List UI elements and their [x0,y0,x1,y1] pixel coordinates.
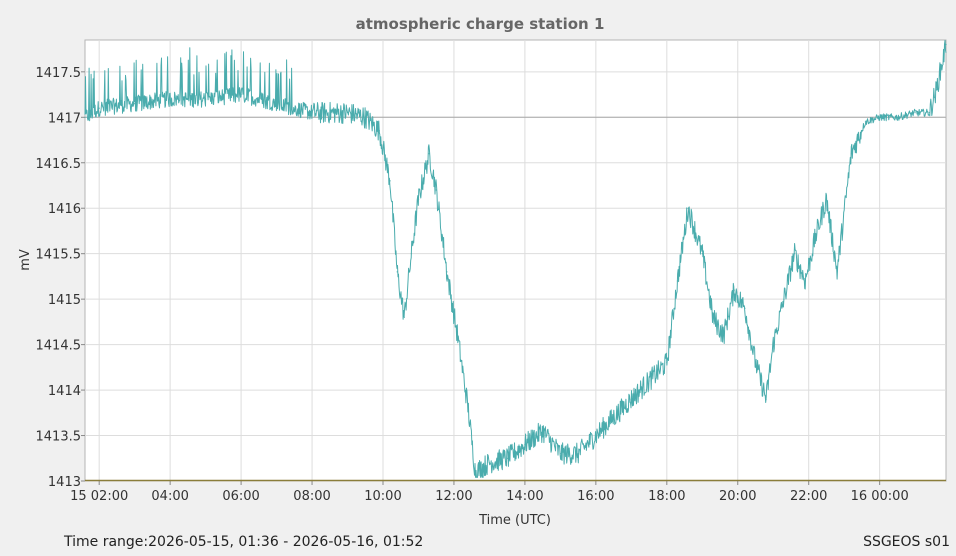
series-point [928,112,930,114]
series-point [169,98,171,100]
y-axis-ticks: 1413 1413.5 1414 1414.5 1415 1415.5 1416 1416.5… [36,66,85,490]
series-point [630,398,632,400]
series-point [945,43,947,46]
series-point [754,362,757,364]
x-tick-label: 10:00 [364,489,401,504]
series-point [474,471,476,473]
series-point [378,130,380,132]
y-tick-label: 1417.5 [36,66,82,81]
series-point [435,189,437,191]
y-tick-label: 1417 [48,111,81,126]
series-point [864,121,867,123]
x-tick-label: 16:00 [577,489,614,504]
y-tick-label: 1415 [48,293,81,308]
series-point [364,116,366,118]
x-tick-label: 12:00 [435,489,472,504]
x-axis-label: Time (UTC) [478,513,551,528]
y-tick-label: 1413.5 [36,430,82,445]
series-point [836,271,838,273]
x-tick-label: 08:00 [293,489,330,504]
series-point [311,112,313,114]
series-point [733,289,735,291]
series-point [410,253,412,255]
series-point [687,207,689,209]
series-point [134,103,136,105]
series-point [896,116,899,118]
chart-title: atmospheric charge station 1 [356,15,605,33]
series-point [666,362,668,364]
series-point [765,398,767,400]
y-tick-label: 1414.5 [36,339,82,354]
series-point [914,112,916,114]
series-point [456,334,459,337]
x-tick-label: 15 02:00 [70,489,128,504]
series-point [84,116,86,118]
series-point [403,316,405,318]
series-point [648,380,650,382]
series-point [542,430,544,432]
y-tick-label: 1413 [48,475,81,490]
series-point [524,444,526,446]
chart: atmospheric charge station 1 14131413.51… [18,15,947,528]
series-point [559,453,562,455]
series-point [676,280,679,282]
x-tick-label: 22:00 [790,489,827,504]
series-point [417,198,420,200]
series-point [467,407,469,409]
x-tick-label: 16 00:00 [851,489,909,504]
series-point [276,103,278,105]
series-layer [84,39,947,478]
series-point [804,280,806,282]
series-line [84,39,947,478]
x-tick-label: 18:00 [648,489,685,504]
y-tick-label: 1416.5 [36,157,82,172]
series-point [488,462,490,464]
x-tick-label: 06:00 [222,489,259,504]
y-tick-label: 1414 [48,384,81,399]
series-point [446,271,448,273]
series-point [815,234,817,237]
series-point [577,453,579,455]
series-point [240,94,242,96]
series-point [723,334,725,337]
series-point [825,198,828,200]
series-point [935,89,938,91]
series-point [396,271,398,273]
station-label: SSGEOS s01 [863,534,950,550]
time-range-label: Time range:2026-05-15, 01:36 - 2026-05-1… [64,534,424,550]
y-axis-label: mV [18,249,33,271]
series-point [428,153,430,155]
series-point [613,416,615,418]
series-point [772,344,774,346]
series-point [98,107,100,109]
series-point [879,116,881,118]
y-tick-label: 1415.5 [36,248,82,263]
series-point [389,180,391,182]
x-tick-label: 04:00 [151,489,188,504]
x-tick-label: 14:00 [506,489,543,504]
y-tick-label: 1416 [48,202,81,217]
series-point [595,434,597,437]
series-point [712,316,714,318]
series-point [783,298,785,300]
x-tick-label: 20:00 [719,489,756,504]
plot-area [84,39,947,482]
series-point [793,253,796,255]
series-point [850,153,852,155]
series-point [701,253,703,255]
x-axis-ticks: 15 02:00 04:00 06:00 08:00 10:00 12:00 14:00 16… [70,481,909,504]
series-point [506,457,508,459]
series-point [205,98,207,100]
series-point [346,112,349,114]
series-point [744,307,746,309]
